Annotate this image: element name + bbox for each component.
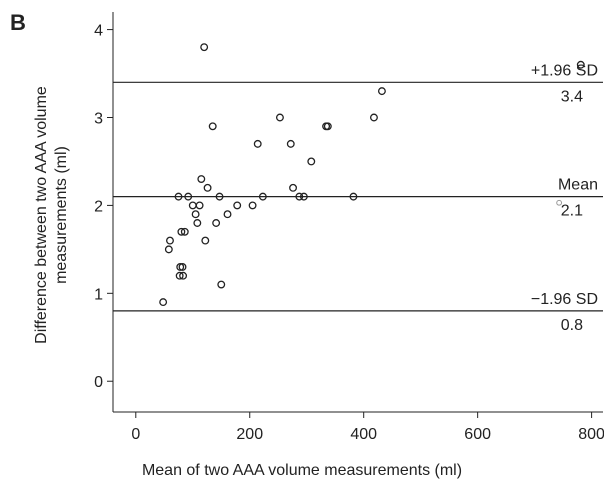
- y-tick-label-2: 2: [94, 198, 103, 215]
- reference-line-value-2: 0.8: [561, 317, 583, 334]
- data-point-2: [166, 236, 174, 245]
- data-point-19: [208, 122, 217, 131]
- data-point-32: [299, 192, 308, 201]
- data-point-10: [184, 192, 193, 201]
- data-point-20: [212, 219, 221, 227]
- data-point-33: [307, 157, 316, 166]
- data-point-26: [253, 139, 262, 148]
- data-point-36: [349, 192, 358, 201]
- x-tick-label-4: 800: [578, 426, 604, 443]
- data-point-12: [191, 210, 200, 219]
- x-tick-label-1: 200: [236, 426, 263, 443]
- data-point-11: [188, 201, 197, 210]
- data-point-17: [201, 236, 210, 245]
- reference-line-name-2: −1.96 SD: [531, 291, 598, 308]
- data-point-14: [195, 201, 204, 210]
- data-point-6: [177, 227, 186, 236]
- data-point-30: [289, 183, 297, 192]
- data-point-37: [370, 113, 378, 122]
- data-point-21: [215, 192, 224, 201]
- data-point-13: [193, 219, 202, 227]
- data-point-23: [223, 210, 232, 219]
- x-tick-label-3: 600: [464, 426, 491, 443]
- data-point-3: [174, 192, 183, 201]
- data-point-22: [217, 280, 226, 289]
- data-point-25: [248, 201, 257, 210]
- data-point-8: [179, 271, 188, 280]
- annotation-dot: [556, 199, 563, 206]
- data-point-18: [203, 183, 212, 192]
- data-point-0: [159, 298, 168, 307]
- data-point-28: [275, 113, 284, 122]
- data-point-9: [180, 227, 189, 236]
- y-tick-label-3: 3: [94, 110, 103, 127]
- data-point-4: [175, 271, 184, 280]
- x-tick-label-0: 0: [131, 426, 140, 443]
- data-point-27: [258, 192, 267, 201]
- data-point-1: [164, 245, 173, 254]
- data-point-5: [176, 262, 185, 271]
- y-tick-label-1: 1: [94, 286, 103, 303]
- data-point-24: [233, 201, 242, 210]
- reference-line-value-0: 3.4: [561, 88, 583, 105]
- data-point-15: [197, 175, 206, 183]
- x-tick-label-2: 400: [350, 426, 377, 443]
- y-tick-label-0: 0: [94, 374, 103, 391]
- reference-line-name-1: Mean: [558, 177, 598, 194]
- x-axis-title: Mean of two AAA volume measurements (ml): [141, 462, 463, 479]
- y-tick-label-4: 4: [94, 23, 103, 40]
- data-point-35: [323, 122, 332, 131]
- data-point-31: [295, 192, 304, 201]
- data-point-38: [377, 87, 386, 96]
- reference-line-name-0: +1.96 SD: [531, 62, 598, 79]
- data-point-39: [576, 60, 585, 69]
- data-point-7: [178, 262, 187, 271]
- data-point-16: [200, 43, 209, 52]
- data-point-29: [286, 139, 295, 148]
- reference-line-value-1: 2.1: [561, 203, 583, 220]
- panel-label: B: [10, 10, 26, 35]
